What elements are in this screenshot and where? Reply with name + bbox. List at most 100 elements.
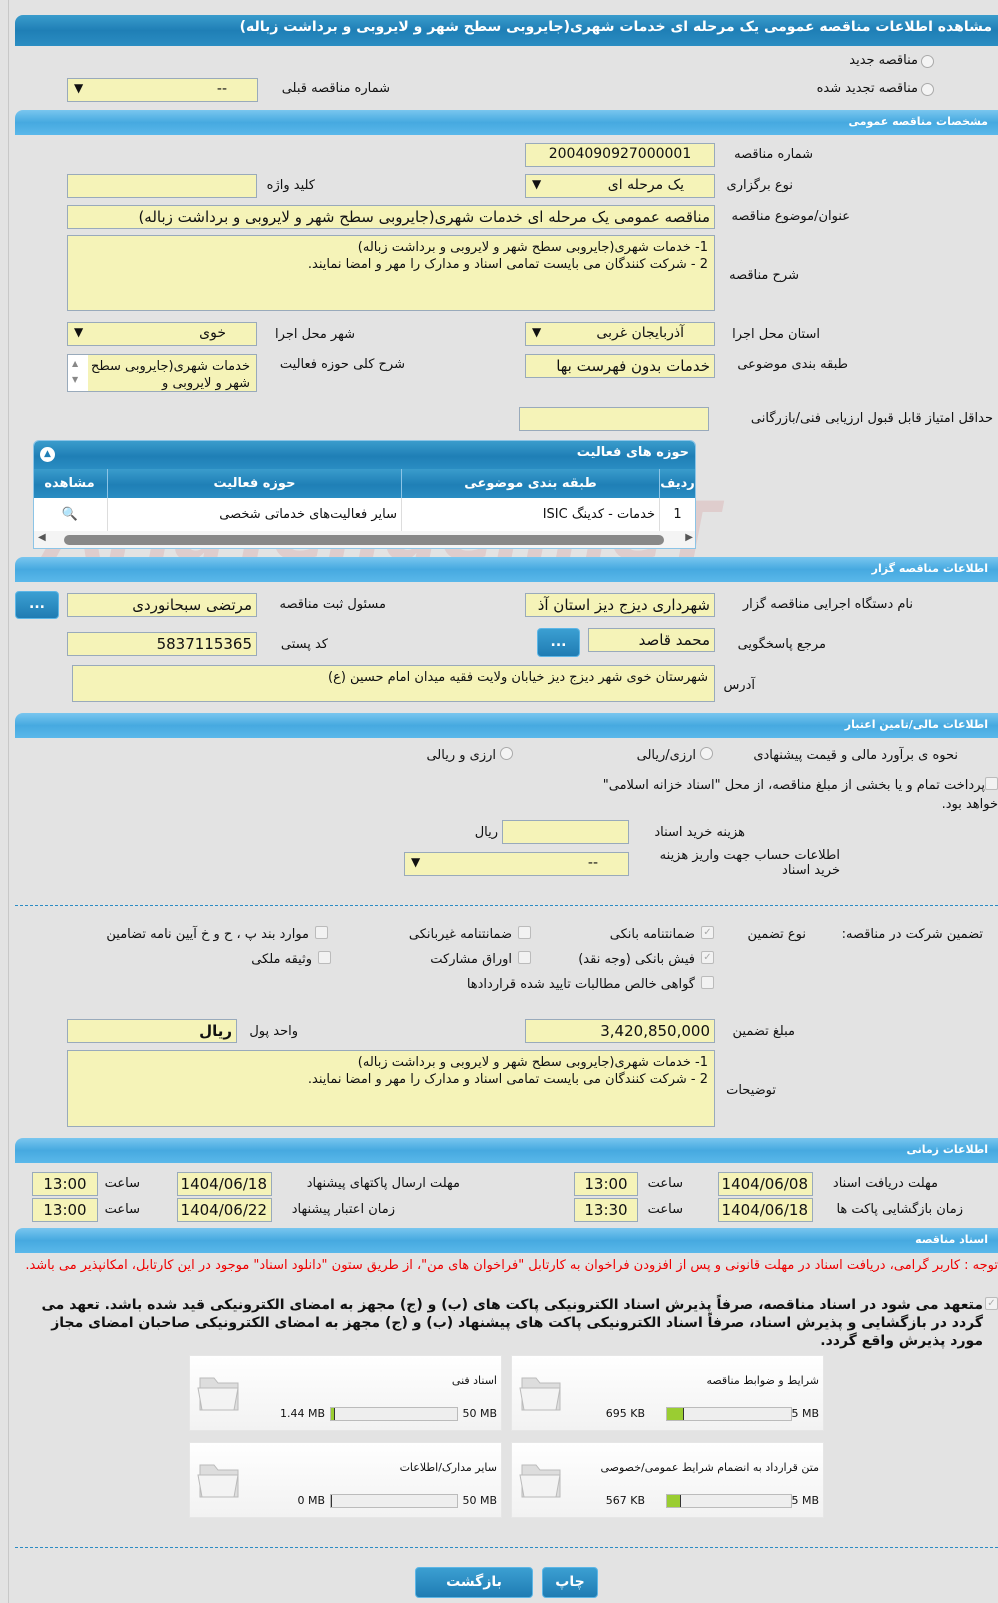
document-size: 567 KB <box>605 1494 645 1507</box>
address-field[interactable]: شهرستان خوی شهر دیزج دیز خیابان ولایت فق… <box>72 665 715 702</box>
description-label: شرح مناقصه <box>729 268 799 283</box>
notes-label: توضیحات <box>726 1083 776 1098</box>
document-name: سایر مدارک/اطلاعات <box>399 1461 497 1474</box>
document-name: متن قرارداد به انضمام شرایط عمومی/خصوصی <box>600 1461 819 1474</box>
type-value: یک مرحله ای <box>607 177 684 193</box>
view-icon[interactable]: 🔍 <box>34 498 107 531</box>
scrollbar-thumb[interactable] <box>64 535 664 545</box>
section-documents: اسناد مناقصه <box>15 1228 998 1253</box>
bonds-checkbox[interactable] <box>518 951 531 964</box>
document-size-fill <box>331 1408 335 1420</box>
prev-number-select[interactable]: -- ▼ <box>67 78 258 102</box>
bonds-label: اوراق مشارکت <box>430 952 512 967</box>
submit-label: مهلت ارسال پاکتهای پیشنهاد <box>306 1176 460 1191</box>
city-label: شهر محل اجرا <box>275 327 355 342</box>
postal-field[interactable]: 5837115365 <box>67 632 257 656</box>
page-border <box>8 0 9 1603</box>
document-size-fill <box>667 1408 685 1420</box>
document-size: 0 MB <box>297 1494 325 1507</box>
property-checkbox[interactable] <box>318 951 331 964</box>
receivables-checkbox[interactable] <box>701 976 714 989</box>
unit-field[interactable]: ریال <box>67 1019 237 1043</box>
category-label: طبقه بندی موضوعی <box>737 357 848 372</box>
scroll-arrows-icon[interactable]: ▲ ▼ <box>72 359 79 384</box>
document-card[interactable]: سایر مدارک/اطلاعات 50 MB 0 MB <box>189 1442 502 1518</box>
treasury-checkbox[interactable] <box>985 777 998 790</box>
bank-receipt-checkbox[interactable]: ✓ <box>701 951 714 964</box>
validity-label: زمان اعتبار پیشنهاد <box>291 1202 395 1217</box>
open-time[interactable]: 13:30 <box>574 1198 638 1222</box>
commitment-text: متعهد می شود در اسناد مناقصه، صرفاً پذیر… <box>41 1297 984 1349</box>
other-clauses-checkbox[interactable] <box>315 926 328 939</box>
keyword-label: کلید واژه <box>266 178 315 193</box>
subject-field[interactable]: مناقصه عمومی یک مرحله ای خدمات شهری(جایر… <box>67 205 715 229</box>
receivables-label: گواهی خالص مطالبات تایید شده قراردادها <box>466 977 695 992</box>
tender-number-field[interactable]: 2004090927000001 <box>525 143 715 167</box>
province-label: استان محل اجرا <box>732 327 820 342</box>
submit-time[interactable]: 13:00 <box>32 1172 98 1196</box>
renewed-tender-radio[interactable] <box>921 83 934 96</box>
page-title: مشاهده اطلاعات مناقصه عمومی یک مرحله ای … <box>15 15 998 46</box>
folder-icon <box>519 1464 561 1498</box>
document-card[interactable]: اسناد فنی 50 MB 1.44 MB <box>189 1355 502 1431</box>
notes-field[interactable]: 1- خدمات شهری(جایروبی سطح شهر و لایروبی … <box>67 1050 715 1127</box>
new-tender-radio[interactable] <box>921 55 934 68</box>
nonbank-guarantee-checkbox[interactable] <box>518 926 531 939</box>
keyword-field[interactable] <box>67 174 257 198</box>
col-view: مشاهده <box>34 469 107 498</box>
open-date[interactable]: 1404/06/18 <box>718 1198 813 1222</box>
chevron-down-icon: ▼ <box>532 177 542 191</box>
commitment-checkbox[interactable]: ✓ <box>985 1297 998 1310</box>
description-field[interactable]: 1- خدمات شهری(جایروبی سطح شهر و لایروبی … <box>67 235 715 311</box>
validity-time-label: ساعت <box>104 1202 140 1217</box>
document-max-size: 5 MB <box>791 1494 819 1507</box>
document-size-bar <box>666 1407 792 1421</box>
address-label: آدرس <box>723 678 755 693</box>
contact-field[interactable]: محمد قاصد <box>588 628 715 652</box>
treasury-text-2: خواهد بود. <box>941 797 998 812</box>
amount-label: مبلغ تضمین <box>732 1024 795 1039</box>
city-select[interactable]: خوی ▼ <box>67 322 257 346</box>
scope-field[interactable]: خدمات شهری(جایروبی سطح شهر و لایروبی و <box>67 354 257 392</box>
doc-deadline-date[interactable]: 1404/06/08 <box>718 1172 813 1196</box>
document-card[interactable]: متن قرارداد به انضمام شرایط عمومی/خصوصی … <box>511 1442 824 1518</box>
bank-receipt-label: فیش بانکی (وجه نقد) <box>578 952 695 967</box>
province-select[interactable]: آذربایجان غربی ▼ <box>525 322 715 346</box>
account-label: اطلاعات حساب جهت واریز هزینه خرید اسناد <box>659 848 840 878</box>
amount-field[interactable]: 3,420,850,000 <box>525 1019 715 1043</box>
chevron-down-icon: ▼ <box>411 855 421 869</box>
document-size-bar <box>330 1494 458 1508</box>
doc-cost-label: هزینه خرید اسناد <box>654 825 745 840</box>
print-button[interactable]: چاپ <box>542 1567 598 1598</box>
subject-label: عنوان/موضوع مناقصه <box>731 209 850 224</box>
chevron-down-icon: ▼ <box>74 325 84 339</box>
collapse-icon[interactable]: ▲ <box>40 447 55 462</box>
document-card[interactable]: شرایط و ضوابط مناقصه 5 MB 695 KB <box>511 1355 824 1431</box>
row-index: 1 <box>659 498 695 531</box>
section-timing: اطلاعات زمانی <box>15 1138 998 1163</box>
min-score-field[interactable] <box>519 407 709 431</box>
back-button[interactable]: بازگشت <box>415 1567 533 1598</box>
horizontal-scrollbar[interactable]: ◀ ▶ <box>34 531 695 548</box>
validity-date[interactable]: 1404/06/22 <box>177 1198 272 1222</box>
org-lookup-button[interactable]: ... <box>15 591 59 619</box>
bank-guarantee-checkbox[interactable]: ✓ <box>701 926 714 939</box>
doc-cost-field[interactable] <box>502 820 629 844</box>
validity-time[interactable]: 13:00 <box>32 1198 98 1222</box>
submit-date[interactable]: 1404/06/18 <box>177 1172 272 1196</box>
type-select[interactable]: یک مرحله ای ▼ <box>525 174 715 198</box>
account-select[interactable]: -- ▼ <box>404 852 629 876</box>
doc-deadline-time[interactable]: 13:00 <box>574 1172 638 1196</box>
prev-number-value: -- <box>216 81 227 97</box>
contact-lookup-button[interactable]: ... <box>537 628 580 657</box>
rial-radio[interactable] <box>700 747 713 760</box>
document-size-fill <box>331 1495 332 1507</box>
both-radio[interactable] <box>500 747 513 760</box>
document-size-fill <box>667 1495 681 1507</box>
registrar-field[interactable]: مرتضی سبحانوردی <box>67 593 257 617</box>
org-field[interactable]: شهرداری دیزج دیز استان آذ <box>525 593 715 617</box>
category-field[interactable]: خدمات بدون فهرست بها <box>525 354 715 378</box>
open-label: زمان بازگشایی پاکت ها <box>836 1202 963 1217</box>
activities-panel: حوزه های فعالیت ▲ ردیف طبقه بندی موضوعی … <box>33 440 696 549</box>
registrar-label: مسئول ثبت مناقصه <box>279 597 386 612</box>
